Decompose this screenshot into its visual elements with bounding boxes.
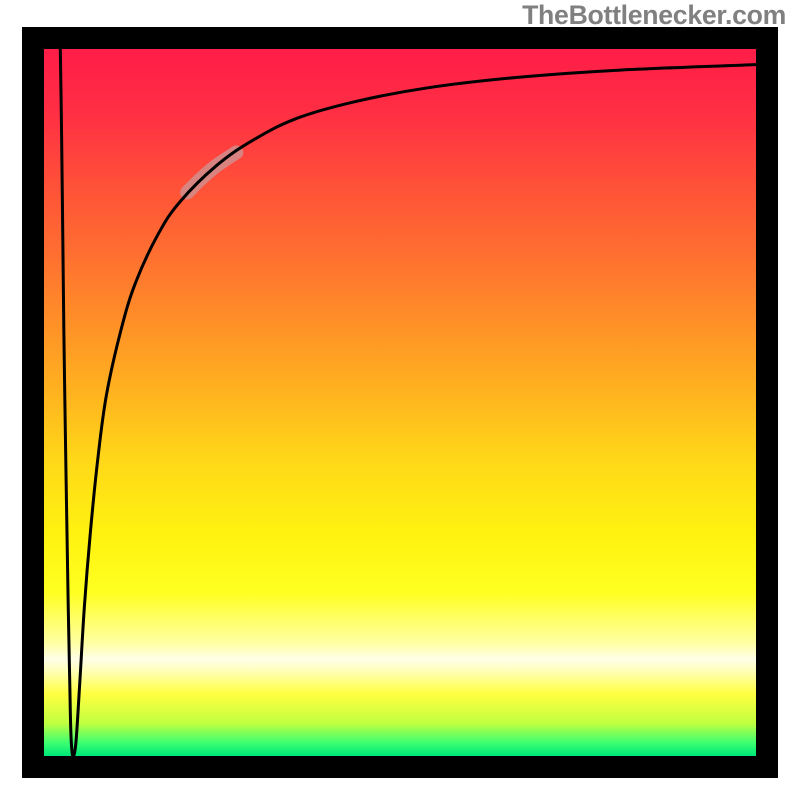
bottleneck-chart: TheBottlenecker.com: [0, 0, 800, 800]
chart-svg: [0, 0, 800, 800]
